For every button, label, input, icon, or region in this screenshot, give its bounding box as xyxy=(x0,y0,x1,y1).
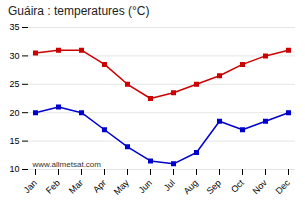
svg-text:Apr: Apr xyxy=(91,178,108,195)
svg-text:Jun: Jun xyxy=(137,178,154,195)
svg-text:Jan: Jan xyxy=(22,178,39,195)
svg-text:35: 35 xyxy=(9,22,19,32)
svg-text:www.allmetsat.com: www.allmetsat.com xyxy=(32,160,102,169)
svg-text:25: 25 xyxy=(9,79,19,89)
svg-text:30: 30 xyxy=(9,51,19,61)
svg-text:May: May xyxy=(112,177,131,196)
svg-text:10: 10 xyxy=(9,164,19,174)
svg-text:Feb: Feb xyxy=(44,178,62,196)
svg-text:20: 20 xyxy=(9,108,19,118)
html-text:Guáira : temperatures (°C): Guáira : temperatures (°C) xyxy=(8,4,150,18)
svg-text:Oct: Oct xyxy=(229,177,246,194)
svg-text:Nov: Nov xyxy=(251,177,270,196)
svg-text:15: 15 xyxy=(9,136,19,146)
svg-text:Mar: Mar xyxy=(67,178,85,196)
svg-text:Dec: Dec xyxy=(274,177,293,196)
svg-text:Sep: Sep xyxy=(205,178,223,196)
svg-text:Aug: Aug xyxy=(182,178,200,196)
svg-text:Jul: Jul xyxy=(162,178,177,193)
